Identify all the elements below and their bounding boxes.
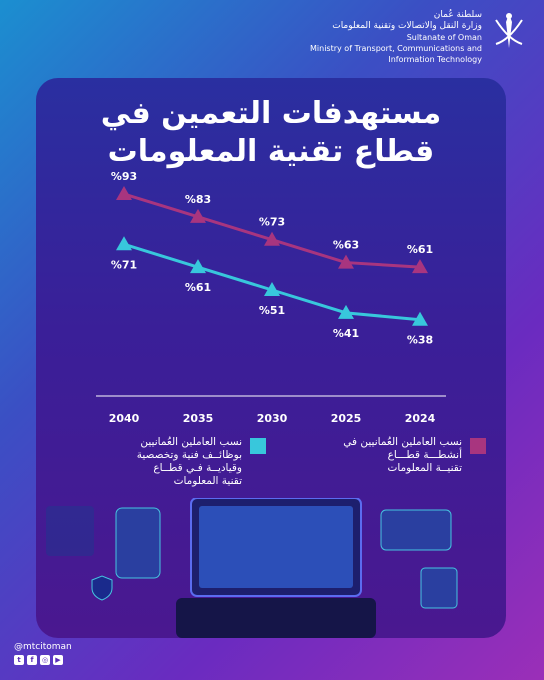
header-ar-line2: وزارة النقل والاتصالات وتقنية المعلومات	[332, 21, 482, 31]
x-tick-label-2025: 2025	[331, 412, 362, 425]
line-chart: 2024 2025 2030 2035 2040 %61 %63 %73 %83 %93 %38 %4…	[96, 170, 446, 425]
phone-icon	[115, 507, 161, 579]
x-tick-label-2035: 2035	[183, 412, 214, 425]
series-2-label-2030: %51	[259, 304, 285, 317]
series-2-point-2025	[338, 304, 354, 319]
series-2-label-2040: %71	[111, 258, 137, 271]
series-2-point-2035	[190, 259, 206, 274]
social-handle: @mtcitoman	[14, 642, 72, 652]
series-1-label-2025: %63	[333, 239, 359, 252]
series-2-point-2030	[264, 282, 280, 296]
series-1-point-2030	[264, 231, 280, 246]
code-window-icon	[380, 509, 452, 551]
header-ar-line1: سلطنة عُمان	[433, 10, 482, 20]
instagram-icon[interactable]: ◎	[40, 655, 50, 665]
series-1-label-2024: %61	[407, 243, 433, 256]
tech-illustration	[46, 498, 458, 638]
twitter-icon[interactable]: t	[14, 655, 24, 665]
footer: @mtcitoman t f ◎ ▶	[14, 642, 72, 665]
header-en-line1: Sultanate of Oman	[406, 33, 482, 42]
facebook-icon[interactable]: f	[27, 655, 37, 665]
series-2-point-2040	[116, 236, 132, 251]
title-line2: قطاع تقنية المعلومات	[107, 134, 435, 169]
youtube-icon[interactable]: ▶	[53, 655, 63, 665]
document-icon	[420, 567, 458, 609]
header-en-line3: Information Technology	[388, 55, 482, 64]
series-2-label-2035: %61	[185, 281, 211, 294]
legend-swatch-2	[250, 438, 266, 454]
series-1-label-2035: %83	[185, 193, 211, 206]
legend-2-line1: نسب العاملين العُمانيين	[140, 436, 242, 448]
code-panel-icon	[46, 506, 94, 556]
legend-1-line2: أنشطـــة قطـــاع	[387, 449, 462, 461]
ministry-name: سلطنة عُمان وزارة النقل والاتصالات وتقني…	[310, 10, 482, 65]
oman-emblem-icon	[495, 13, 523, 48]
shield-icon	[91, 575, 113, 601]
legend-item-2: نسب العاملين العُمانيين بوظائــف فنية وت…	[66, 436, 266, 488]
series-1-point-2040	[116, 186, 132, 200]
series-1-point-2025	[338, 254, 354, 269]
series-1-point-2035	[190, 208, 206, 223]
laptop-keyboard-icon	[176, 598, 376, 638]
x-tick-label-2040: 2040	[109, 412, 140, 425]
legend-2-line4: تقنية المعلومات	[173, 475, 242, 487]
legend-1-line3: تقنيــة المعلومات	[387, 462, 462, 474]
laptop-display-icon	[199, 506, 353, 588]
legend-2-line2: بوظائــف فنية وتخصصية	[136, 449, 242, 461]
series-1-label-2030: %73	[259, 216, 285, 229]
legend-1-line1: نسب العاملين العُمانيين في	[343, 436, 462, 448]
series-2-label-2024: %38	[407, 334, 433, 347]
legend-item-1: نسب العاملين العُمانيين في أنشطـــة قطــ…	[296, 436, 486, 475]
legend-swatch-1	[470, 438, 486, 454]
infographic-panel: مستهدفات التعمين في قطاع تقنية المعلومات…	[36, 78, 506, 638]
series-2-point-2024	[412, 311, 428, 326]
header: سلطنة عُمان وزارة النقل والاتصالات وتقني…	[310, 10, 526, 65]
header-en-line2: Ministry of Transport, Communications an…	[310, 44, 482, 53]
x-tick-label-2024: 2024	[405, 412, 436, 425]
title-line1: مستهدفات التعمين في	[100, 96, 442, 131]
series-2-label-2025: %41	[333, 327, 359, 340]
series-1-point-2024	[412, 259, 428, 274]
series-line-1	[123, 192, 421, 269]
x-tick-label-2030: 2030	[257, 412, 288, 425]
series-1-label-2040: %93	[111, 170, 137, 183]
legend-2-line3: وقياديــة فـي قطــاع	[153, 462, 242, 474]
